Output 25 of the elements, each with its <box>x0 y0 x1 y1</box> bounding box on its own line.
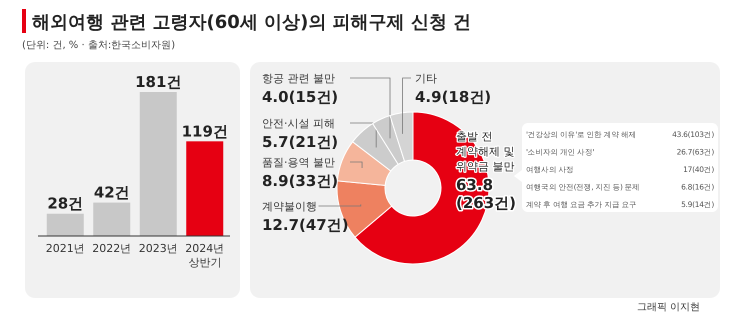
x-tick-label: 2023년 <box>138 242 178 255</box>
x-tick-label: 2022년 <box>92 242 132 255</box>
slice-label: 항공 관련 불만 <box>262 72 335 85</box>
bar <box>140 92 177 236</box>
x-tick-label: 2021년 <box>46 242 85 255</box>
slice-label: 계약불이행 <box>262 200 317 213</box>
text: 그래픽 이지현 <box>636 302 700 313</box>
chart-title: 해외여행 관련 고령자(60세 이상)의 피해구제 신청 건 <box>32 12 472 33</box>
bar <box>186 141 224 236</box>
slice-label: 안전·시설 피해 <box>262 117 335 130</box>
data-label: 28건 <box>47 194 84 213</box>
chart-subtitle: (단위: 건, % · 출처:한국소비자원) <box>22 40 176 51</box>
data-label: 12.7(47건) <box>262 216 349 234</box>
slice-label: 기타 <box>415 72 437 85</box>
data-label: 119건 <box>182 122 228 140</box>
data-label: 4.9(18건) <box>415 88 492 106</box>
data-label: 42건 <box>94 184 130 202</box>
bar <box>93 202 130 236</box>
data-label: 4.0(15건) <box>262 88 338 106</box>
data-label: 8.9(33건) <box>262 172 338 190</box>
slice-label: 품질·용역 불만 <box>262 156 335 169</box>
x-tick-label: 2024년 상반기 <box>185 242 224 269</box>
bar <box>46 214 84 236</box>
data-label: 181건 <box>135 73 182 91</box>
data-label: 5.7(21건) <box>262 133 338 151</box>
